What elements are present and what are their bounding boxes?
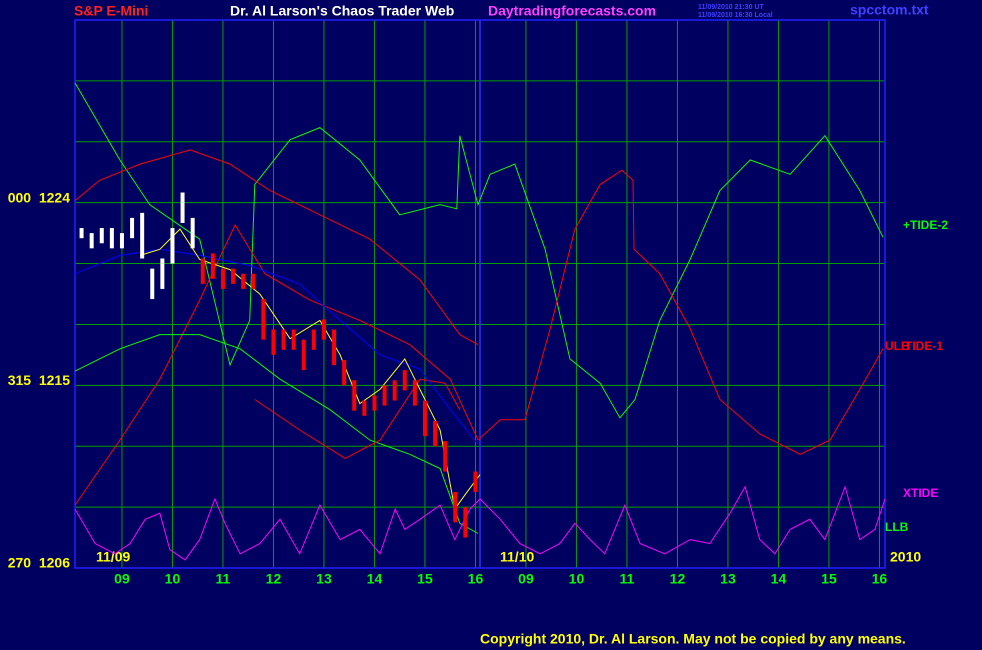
series-line bbox=[74, 485, 886, 561]
series-line bbox=[74, 82, 884, 419]
x-tick-label: 09 bbox=[518, 571, 534, 587]
x-tick-label: 15 bbox=[821, 571, 837, 587]
series-label: ULB bbox=[885, 339, 910, 353]
timestamp: 11/09/2010 21:30 UT bbox=[698, 4, 764, 11]
x-tick-label: 16 bbox=[468, 571, 484, 587]
x-tick-label: 10 bbox=[569, 571, 585, 587]
timestamp: 11/09/2010 16:30 Local bbox=[698, 12, 773, 19]
date-label: 2010 bbox=[890, 549, 921, 565]
x-tick-label: 10 bbox=[165, 571, 181, 587]
x-tick-label: 09 bbox=[114, 571, 130, 587]
series-label: LLB bbox=[885, 520, 909, 534]
series-line bbox=[74, 334, 479, 534]
x-tick-label: 14 bbox=[367, 571, 383, 587]
series-line bbox=[74, 149, 479, 346]
x-tick-label: 13 bbox=[720, 571, 736, 587]
file-name: spcctom.txt bbox=[850, 2, 929, 18]
x-tick-label: 11 bbox=[216, 571, 231, 587]
series-line bbox=[74, 248, 479, 445]
date-label: 11/10 bbox=[500, 549, 534, 565]
series-label: +TIDE-2 bbox=[903, 218, 948, 232]
chart-title: Dr. Al Larson's Chaos Trader Web bbox=[230, 3, 454, 19]
x-tick-label: 12 bbox=[266, 571, 282, 587]
x-tick-label: 12 bbox=[670, 571, 686, 587]
series-label: XTIDE bbox=[903, 486, 938, 500]
x-tick-label: 16 bbox=[872, 571, 888, 587]
instrument: S&P E-Mini bbox=[74, 3, 148, 19]
y-tick-label: 315 1215 bbox=[8, 372, 70, 388]
x-tick-label: 13 bbox=[316, 571, 332, 587]
y-tick-label: 000 1224 bbox=[8, 189, 70, 205]
date-label: 11/09 bbox=[96, 549, 130, 565]
series-line bbox=[74, 169, 884, 506]
series-line bbox=[254, 378, 461, 459]
copyright: Copyright 2010, Dr. Al Larson. May not b… bbox=[480, 631, 906, 647]
plot-border bbox=[74, 19, 886, 569]
x-tick-label: 11 bbox=[620, 571, 635, 587]
series-label: TIDE-1 bbox=[905, 339, 943, 353]
y-tick-label: 270 1206 bbox=[8, 555, 70, 571]
x-tick-label: 14 bbox=[771, 571, 787, 587]
website: Daytradingforecasts.com bbox=[488, 3, 656, 19]
x-tick-label: 15 bbox=[417, 571, 433, 587]
